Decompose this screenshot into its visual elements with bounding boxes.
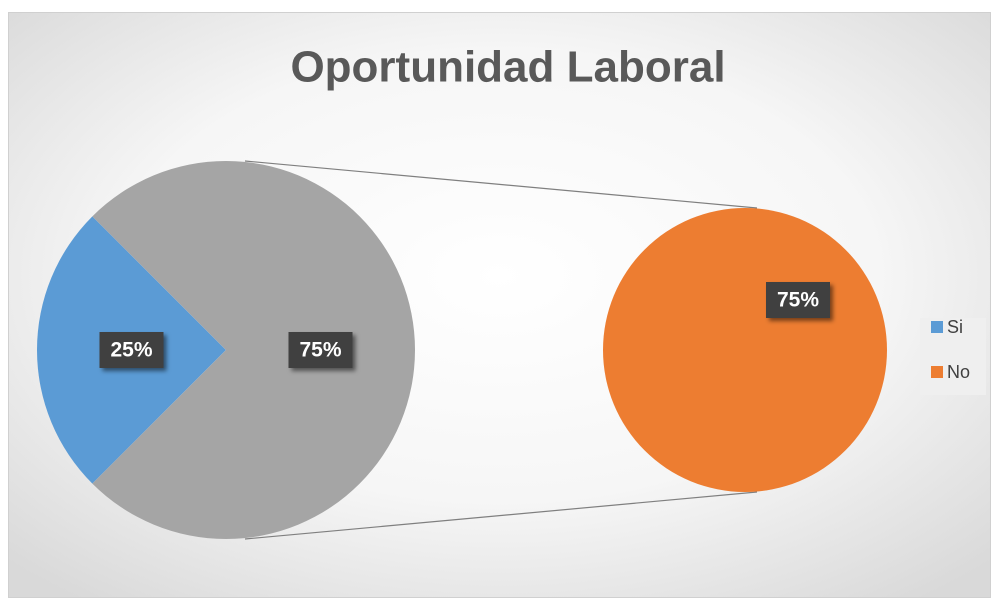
legend-label: Si bbox=[947, 317, 963, 337]
data-label-box bbox=[766, 282, 830, 318]
connector bbox=[244, 160, 758, 209]
pie-slice-other bbox=[92, 160, 415, 539]
secondary-pie-slice bbox=[603, 208, 887, 492]
legend-swatch bbox=[931, 366, 943, 378]
data-label: 75% bbox=[777, 289, 819, 312]
legend-swatch bbox=[931, 321, 943, 333]
chart-title: Oportunidad Laboral bbox=[290, 43, 725, 92]
data-label-box bbox=[99, 332, 164, 368]
data-label: 75% bbox=[299, 339, 341, 362]
legend-label: No bbox=[947, 362, 970, 382]
data-label-box bbox=[288, 332, 353, 368]
connector bbox=[244, 491, 758, 540]
data-label: 25% bbox=[110, 339, 152, 362]
